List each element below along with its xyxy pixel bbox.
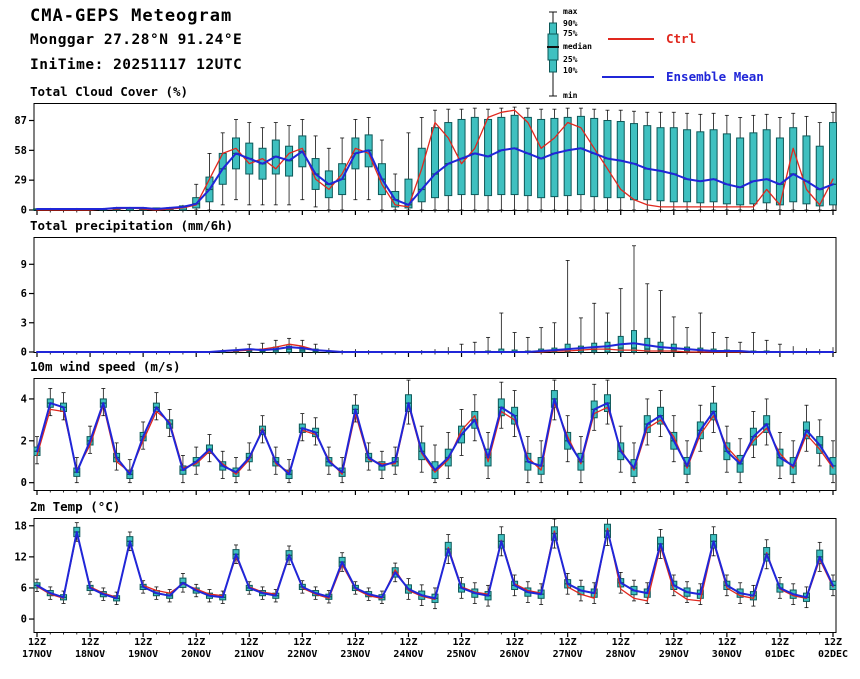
svg-text:6: 6 bbox=[21, 288, 27, 300]
svg-text:3: 3 bbox=[21, 317, 27, 329]
x-axis-label: 12Z 21NOV bbox=[234, 637, 265, 660]
svg-text:0: 0 bbox=[21, 477, 27, 489]
x-axis-label: 12Z 18NOV bbox=[75, 637, 106, 660]
x-axis-label: 12Z 27NOV bbox=[552, 637, 583, 660]
svg-text:0: 0 bbox=[21, 614, 27, 626]
x-axis-label: 12Z 22NOV bbox=[287, 637, 318, 660]
location-line: Monggar 27.28°N 91.24°E bbox=[30, 32, 243, 48]
ensemble-mean-legend: Ensemble Mean bbox=[602, 69, 764, 84]
x-axis-label: 12Z 28NOV bbox=[605, 637, 636, 660]
x-axis-labels: 12Z 17NOV 12Z 18NOV 12Z 19NOV 12Z 20NOV 12Z 21NOV… bbox=[0, 637, 860, 669]
svg-text:0: 0 bbox=[21, 205, 27, 217]
panel-title-wind-speed: 10m wind speed (m/s) bbox=[30, 359, 181, 374]
svg-text:0: 0 bbox=[21, 347, 27, 359]
x-axis-label: 12Z 29NOV bbox=[658, 637, 689, 660]
legend-75pct-label: 75% bbox=[563, 29, 578, 38]
svg-text:58: 58 bbox=[14, 145, 27, 157]
svg-text:29: 29 bbox=[14, 175, 27, 187]
boxplot-legend: max 90% 75% median 25% 10% min bbox=[543, 7, 633, 102]
svg-text:18: 18 bbox=[14, 520, 27, 532]
svg-text:87: 87 bbox=[14, 115, 27, 127]
total-precipitation-plot: 0 3 6 9 bbox=[21, 237, 837, 359]
svg-text:2: 2 bbox=[21, 435, 27, 447]
legend-10pct-label: 10% bbox=[563, 66, 578, 75]
x-axis-label: 12Z 02DEC bbox=[817, 637, 849, 660]
legend-min-label: min bbox=[563, 91, 578, 100]
ctrl-label: Ctrl bbox=[666, 31, 697, 46]
initime-line: IniTime: 20251117 12UTC bbox=[30, 57, 243, 73]
x-axis-label: 12Z 26NOV bbox=[499, 637, 530, 660]
panel-title-precipitation: Total precipitation (mm/6h) bbox=[30, 218, 234, 233]
wind-speed-10m-plot: 0 2 4 bbox=[21, 378, 837, 495]
x-axis-label: 12Z 19NOV bbox=[128, 637, 159, 660]
x-axis-label: 12Z 25NOV bbox=[446, 637, 477, 660]
ensemble-label: Ensemble Mean bbox=[666, 69, 764, 84]
ensemble-line-swatch bbox=[602, 75, 654, 78]
panel-title-temperature: 2m Temp (°C) bbox=[30, 499, 121, 514]
x-axis-label: 12Z 23NOV bbox=[340, 637, 371, 660]
ctrl-line-swatch bbox=[608, 37, 654, 40]
svg-text:12: 12 bbox=[14, 551, 27, 563]
temp-2m-plot: 0 6 12 18 bbox=[14, 518, 837, 637]
svg-text:9: 9 bbox=[21, 259, 27, 271]
boxplot-legend-glyph bbox=[547, 11, 559, 97]
x-axis-label: 12Z 30NOV bbox=[711, 637, 742, 660]
ctrl-legend: Ctrl bbox=[608, 31, 696, 46]
x-axis-label: 12Z 17NOV bbox=[21, 637, 53, 660]
x-axis-label: 12Z 24NOV bbox=[393, 637, 424, 660]
legend-max-label: max bbox=[563, 7, 578, 16]
svg-text:6: 6 bbox=[21, 582, 27, 594]
panel-title-cloud-cover: Total Cloud Cover (%) bbox=[30, 84, 189, 99]
svg-text:4: 4 bbox=[21, 393, 27, 405]
legend-median-label: median bbox=[563, 42, 592, 51]
legend-90pct-label: 90% bbox=[563, 19, 578, 28]
total-cloud-cover-plot: 0 29 58 87 bbox=[14, 103, 837, 217]
legend-25pct-label: 25% bbox=[563, 55, 578, 64]
page-title: CMA-GEPS Meteogram bbox=[30, 6, 233, 26]
x-axis-label: 12Z 01DEC bbox=[764, 637, 795, 660]
x-axis-label: 12Z 20NOV bbox=[181, 637, 212, 660]
